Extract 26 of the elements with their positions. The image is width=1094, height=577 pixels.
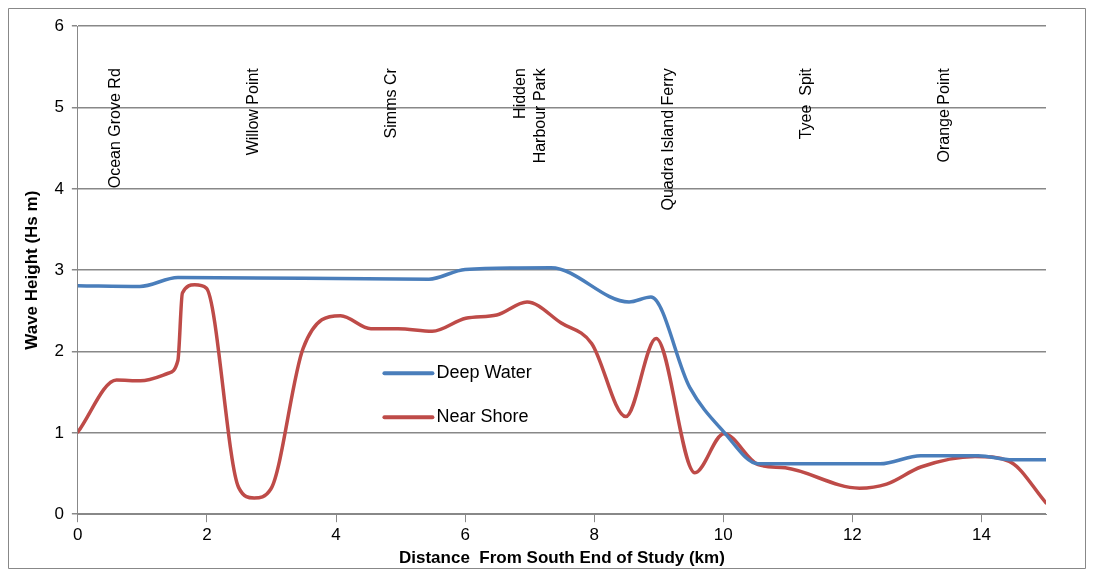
annotation: Ocean Grove Rd	[105, 68, 123, 189]
legend-label: Near Shore	[436, 406, 529, 427]
x-tick-label: 10	[713, 525, 733, 545]
y-tick-label: 2	[54, 341, 64, 361]
x-tick-label: 8	[589, 525, 599, 545]
y-tick-label: 1	[54, 422, 64, 442]
x-tick-label: 4	[331, 525, 341, 545]
x-axis-title: Distance From South End of Study (km)	[399, 548, 725, 568]
x-tick-label: 0	[73, 525, 83, 545]
y-tick-label: 5	[54, 97, 64, 117]
annotation: Willow Point	[243, 67, 261, 156]
y-tick-label: 3	[54, 259, 64, 279]
x-tick-label: 6	[460, 525, 470, 545]
x-tick-label: 14	[972, 525, 991, 545]
x-tick-label: 12	[842, 525, 862, 545]
annotation: Quadra Island Ferry	[658, 68, 676, 211]
y-tick-label: 0	[54, 503, 64, 523]
legend-label: Deep Water	[436, 362, 532, 383]
annotation: Hidden Harbour Park	[510, 67, 548, 164]
annotation: Simms Cr	[382, 67, 400, 139]
x-tick-label: 2	[202, 525, 212, 545]
y-axis-title: Wave Height (Hs m)	[21, 190, 41, 350]
y-tick-label: 6	[54, 15, 64, 35]
annotation: Orange Point	[935, 67, 953, 163]
y-tick-label: 4	[54, 178, 64, 198]
annotation: Tyee Spit	[797, 67, 815, 140]
